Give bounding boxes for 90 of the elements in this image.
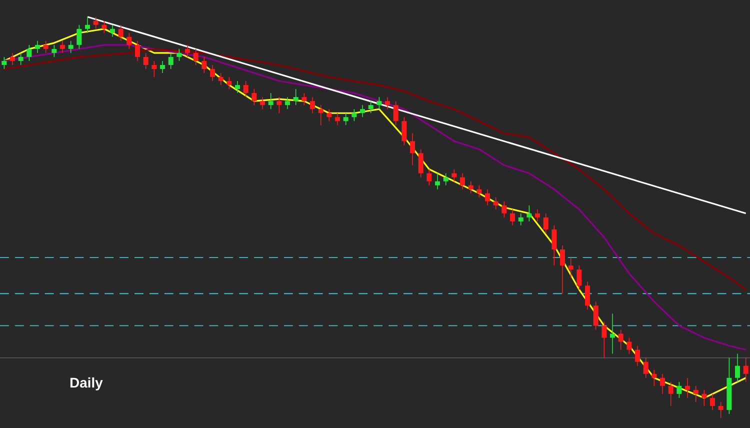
candlestick <box>343 112 348 126</box>
candlestick <box>260 96 266 110</box>
candlestick <box>243 80 248 98</box>
candlestick <box>610 313 616 354</box>
candlestick <box>476 184 482 198</box>
candlestick <box>676 381 682 398</box>
candlestick <box>218 72 224 86</box>
candlestick <box>576 265 582 290</box>
candlestick <box>402 116 407 146</box>
candlestick <box>552 225 557 266</box>
candlestick <box>493 196 498 210</box>
candlestick <box>376 96 382 110</box>
candlestick <box>518 212 524 226</box>
candlestick <box>18 52 24 66</box>
candlestick <box>468 180 474 194</box>
candlestick <box>160 60 165 74</box>
candlestick <box>10 52 15 66</box>
candlestick <box>560 245 566 294</box>
candlestick <box>2 56 7 70</box>
candlestick <box>193 48 198 66</box>
candlestick <box>26 44 32 62</box>
candlestick <box>435 172 440 190</box>
candlestick <box>126 32 132 50</box>
candlestick <box>526 204 532 222</box>
candlestick <box>102 20 107 34</box>
candlestick <box>85 16 90 34</box>
candlestick <box>543 212 548 234</box>
candlestick <box>593 301 598 330</box>
candlestick <box>635 345 640 366</box>
candlestick <box>485 188 490 206</box>
candlestick <box>743 357 748 382</box>
candlestick <box>176 48 182 62</box>
candlestick <box>152 60 157 78</box>
candlestick <box>585 281 590 310</box>
candlestick <box>426 168 432 186</box>
candlestick <box>252 88 257 106</box>
candlestick <box>235 80 240 94</box>
candlestick <box>326 108 332 122</box>
candlestick <box>510 208 516 226</box>
candlestick <box>318 104 324 126</box>
candlestick <box>285 96 290 110</box>
candlestick <box>710 394 716 410</box>
candlestick <box>185 44 190 58</box>
candlestick <box>718 402 724 418</box>
candlestick <box>652 369 657 386</box>
candlestick <box>293 88 298 106</box>
candlestick <box>52 44 57 58</box>
candlestick <box>310 96 316 114</box>
candlestick <box>618 329 624 350</box>
candlestick <box>452 168 457 182</box>
candlestick <box>76 24 82 50</box>
candlestick <box>93 16 98 30</box>
candlestick <box>118 24 124 42</box>
candlestick <box>226 76 232 90</box>
candlestick <box>368 100 374 114</box>
candlestick <box>268 92 274 110</box>
candlestick <box>668 381 674 406</box>
candlestick <box>110 24 115 38</box>
candlestick <box>276 96 282 114</box>
candlestick <box>685 377 690 398</box>
candlestick <box>360 104 366 118</box>
candlestick <box>68 40 74 54</box>
candlestick <box>210 64 216 82</box>
candlestick <box>302 92 307 106</box>
candlestick <box>410 132 416 166</box>
candlestick <box>352 108 357 122</box>
candlestick <box>35 40 40 54</box>
candlestick <box>602 321 607 358</box>
candlestick <box>693 385 698 402</box>
annotation: Daily <box>70 377 103 390</box>
candlestick <box>385 96 390 110</box>
candlestick <box>460 172 466 190</box>
candlestick <box>735 353 740 382</box>
candlestick <box>568 257 574 278</box>
candlestick <box>393 100 398 126</box>
candlestick <box>443 172 448 186</box>
candlestick <box>43 40 48 54</box>
candlestick <box>535 208 540 222</box>
candlestick <box>335 112 340 126</box>
candlestick <box>143 52 148 70</box>
candlestick <box>502 200 507 218</box>
candlestick <box>643 357 648 378</box>
candlestick <box>168 52 174 70</box>
candlestick <box>418 148 424 178</box>
candlestick <box>660 373 666 394</box>
candlestick <box>202 56 207 74</box>
candlestick <box>60 40 65 54</box>
candlestick <box>135 40 140 62</box>
candlestick <box>702 389 707 406</box>
candlestick <box>626 337 632 354</box>
